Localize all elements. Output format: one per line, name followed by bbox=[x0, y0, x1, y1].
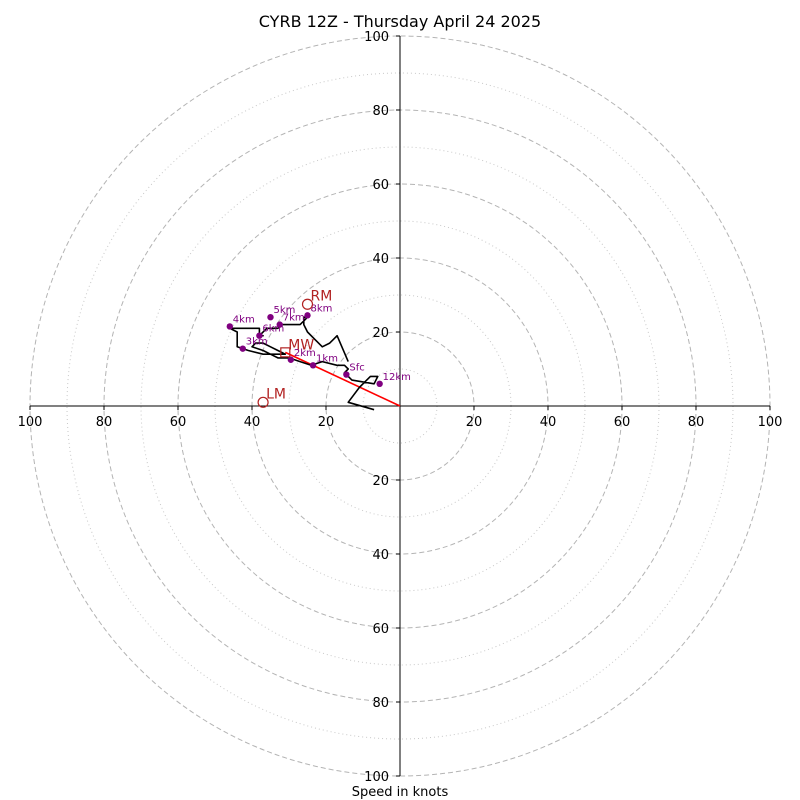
y-tick-label: 100 bbox=[364, 30, 389, 45]
height-marker-8km-label: 8km bbox=[311, 303, 333, 314]
height-marker-sfc-label: Sfc bbox=[349, 363, 364, 374]
y-tick-label: 100 bbox=[364, 770, 389, 785]
height-marker-6km bbox=[256, 332, 263, 339]
height-marker-12km-label: 12km bbox=[383, 372, 411, 383]
height-marker-12km bbox=[376, 380, 383, 387]
height-marker-sfc bbox=[343, 371, 350, 378]
x-tick-label: 60 bbox=[614, 415, 631, 430]
height-marker-7km bbox=[276, 321, 283, 328]
x-tick-label: 40 bbox=[244, 415, 261, 430]
height-marker-7km-label: 7km bbox=[283, 313, 305, 324]
height-marker-1km bbox=[309, 362, 317, 369]
y-tick-label: 40 bbox=[372, 548, 389, 563]
y-tick-label: 60 bbox=[372, 622, 389, 637]
y-tick-label: 20 bbox=[372, 474, 389, 489]
y-tick-label: 60 bbox=[372, 178, 389, 193]
height-marker-2km bbox=[287, 356, 295, 363]
tick-labels: 100 80 60 40 20 20 40 60 80 100 100 80 60 40 20 20 40 60 8… bbox=[18, 30, 783, 785]
x-axis-label: Speed in knots bbox=[352, 785, 449, 800]
mw-label: MW bbox=[288, 337, 314, 353]
rm-label: RM bbox=[311, 288, 333, 304]
y-tick-label: 20 bbox=[372, 326, 389, 341]
x-tick-label: 100 bbox=[18, 415, 43, 430]
height-marker-8km bbox=[304, 312, 311, 319]
height-marker-4km-label: 4km bbox=[233, 314, 255, 325]
height-marker-4km bbox=[226, 323, 233, 330]
height-marker-1km-label: 1km bbox=[316, 353, 338, 364]
height-marker-5km-label: 5km bbox=[274, 305, 296, 316]
shear-vector-line bbox=[284, 351, 401, 407]
x-tick-label: 60 bbox=[170, 415, 187, 430]
x-tick-label: 100 bbox=[758, 415, 783, 430]
height-marker-2km-label: 2km bbox=[294, 348, 316, 359]
y-tick-label: 80 bbox=[372, 696, 389, 711]
mean-wind-vector bbox=[284, 351, 401, 407]
x-tick-label: 20 bbox=[466, 415, 483, 430]
chart-title: CYRB 12Z - Thursday April 24 2025 bbox=[259, 12, 541, 31]
storm-motion-markers: RM LM MW bbox=[257, 288, 333, 408]
height-marker-6km-label: 6km bbox=[262, 324, 284, 335]
x-tick-label: 80 bbox=[96, 415, 113, 430]
mw-marker bbox=[280, 347, 291, 358]
lm-marker bbox=[257, 396, 269, 408]
y-tick-label: 40 bbox=[372, 252, 389, 267]
lm-label: LM bbox=[266, 386, 286, 402]
height-marker-3km-label: 3km bbox=[246, 337, 268, 348]
height-marker-5km bbox=[267, 314, 274, 321]
x-tick-label: 20 bbox=[318, 415, 335, 430]
rm-marker bbox=[301, 298, 314, 310]
y-tick-label: 80 bbox=[372, 104, 389, 119]
height-marker-3km bbox=[239, 345, 246, 352]
x-tick-label: 40 bbox=[540, 415, 557, 430]
x-tick-label: 80 bbox=[688, 415, 705, 430]
